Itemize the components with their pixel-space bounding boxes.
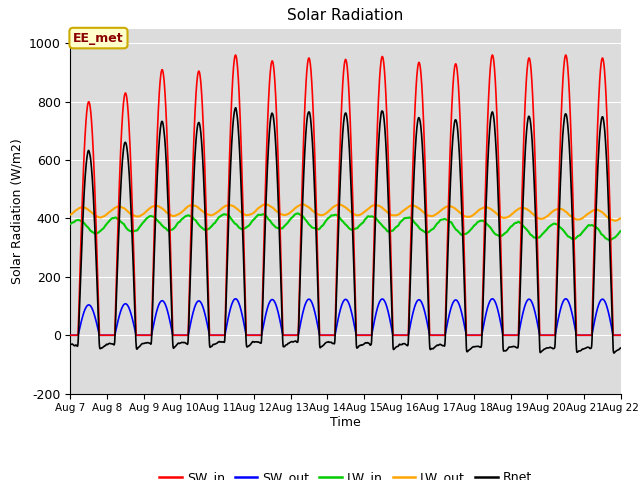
Legend: SW_in, SW_out, LW_in, LW_out, Rnet: SW_in, SW_out, LW_in, LW_out, Rnet <box>154 467 537 480</box>
Title: Solar Radiation: Solar Radiation <box>287 9 404 24</box>
Y-axis label: Solar Radiation (W/m2): Solar Radiation (W/m2) <box>10 138 23 284</box>
X-axis label: Time: Time <box>330 416 361 429</box>
Text: EE_met: EE_met <box>73 32 124 45</box>
